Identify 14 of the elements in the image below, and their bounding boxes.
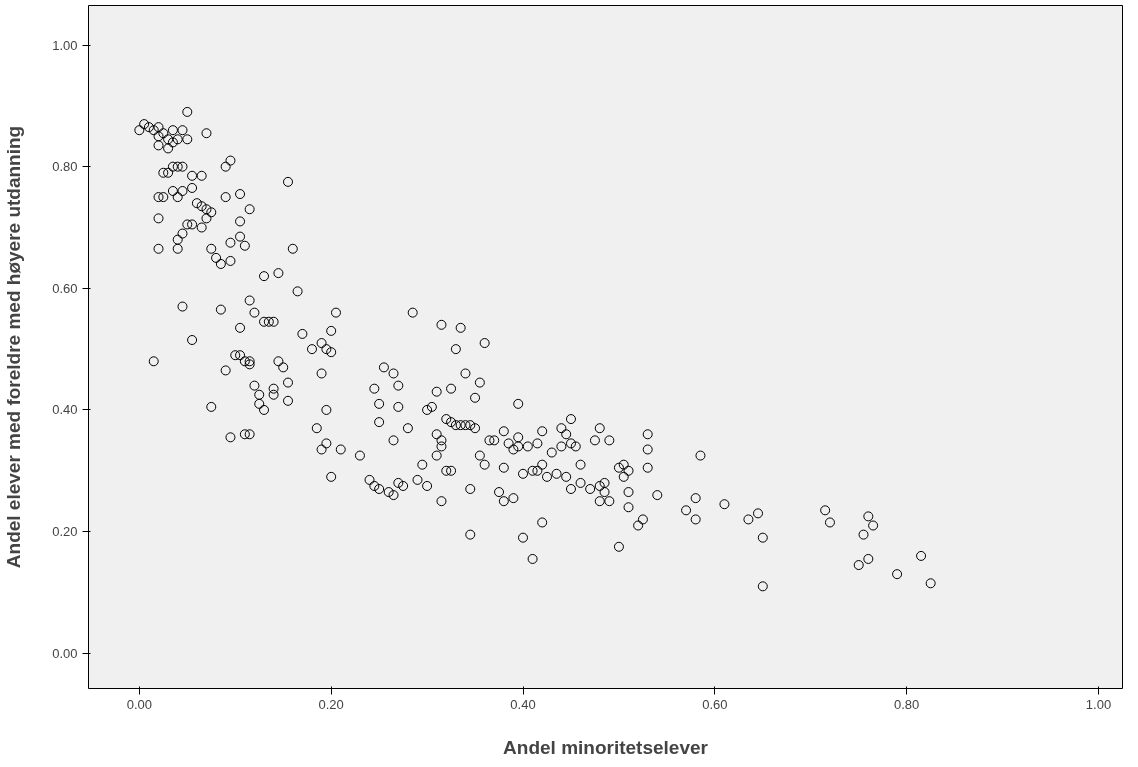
x-tick-label: 0.80	[894, 696, 920, 712]
y-axis-title: Andel elever med foreldre med høyere utdanning	[3, 125, 25, 569]
x-tick-label: 0.20	[318, 696, 344, 712]
y-tick-label: 0.20	[52, 524, 78, 540]
y-tick-label: 0.00	[52, 645, 78, 661]
x-axis-title: Andel minoritetselever	[503, 736, 709, 758]
y-tick-label: 0.60	[52, 280, 78, 296]
y-tick-label: 0.80	[52, 159, 78, 175]
y-tick-label: 1.00	[52, 37, 78, 53]
y-tick-label: 0.40	[52, 402, 78, 418]
x-tick-label: 1.00	[1085, 696, 1112, 712]
x-tick-label: 0.40	[510, 696, 536, 712]
x-tick-label: 0.60	[702, 696, 728, 712]
x-tick-label: 0.00	[126, 696, 152, 712]
